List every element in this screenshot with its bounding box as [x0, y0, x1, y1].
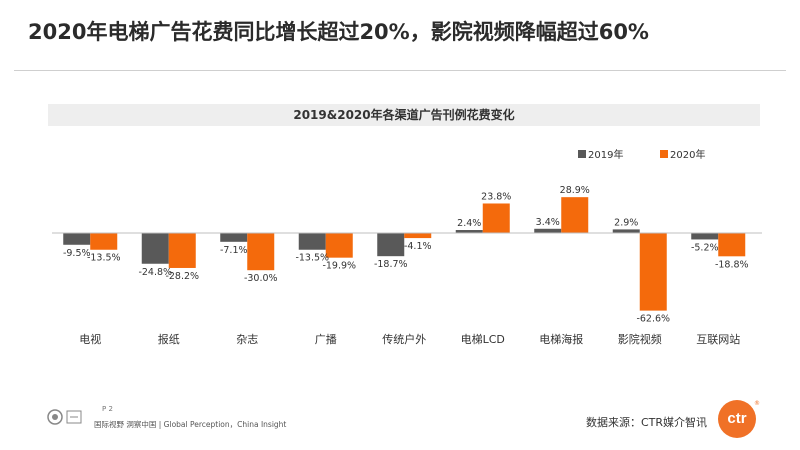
category-label-4: 传统户外 — [382, 332, 426, 346]
legend: 2019年 2020年 — [578, 148, 705, 161]
data-label-2020-5: 23.8% — [481, 191, 511, 202]
bar-2019-5 — [455, 230, 483, 233]
chart-title: 2019&2020年各渠道广告刊例花费变化 — [48, 104, 760, 126]
page-title: 2020年电梯广告花费同比增长超过20%，影院视频降幅超过60% — [28, 20, 649, 44]
ctr-logo: ctr — [718, 400, 756, 438]
data-label-2020-2: -30.0% — [244, 273, 278, 284]
bar-2020-7 — [639, 233, 667, 311]
bar-2020-8 — [718, 233, 746, 257]
data-label-2020-7: -62.6% — [636, 314, 670, 325]
bar-2020-5 — [482, 203, 510, 233]
data-label-2020-6: 28.9% — [560, 185, 590, 196]
category-label-1: 报纸 — [158, 332, 180, 346]
legend-label-2020: 2020年 — [670, 148, 705, 161]
category-label-0: 电视 — [79, 332, 101, 346]
category-label-2: 杂志 — [236, 333, 258, 346]
bar-2019-8 — [691, 233, 719, 240]
bar-2020-3 — [325, 233, 353, 258]
category-label-6: 电梯海报 — [539, 332, 583, 346]
bar-2019-1 — [141, 233, 169, 264]
data-label-2020-0: -13.5% — [87, 253, 121, 264]
data-source: 数据来源：CTR媒介智讯 — [586, 416, 708, 429]
data-label-2020-8: -18.8% — [715, 259, 749, 270]
bar-2020-0 — [90, 233, 118, 250]
title-divider — [14, 70, 786, 71]
registered-mark: ® — [754, 400, 760, 407]
bar-2020-6 — [561, 197, 589, 233]
legend-label-2019: 2019年 — [588, 148, 623, 161]
data-label-2020-1: -28.2% — [165, 271, 199, 282]
category-label-8: 互联网站 — [696, 332, 740, 346]
bar-2019-0 — [63, 233, 91, 245]
data-label-2019-6: 3.4% — [536, 217, 560, 228]
bar-2019-4 — [377, 233, 405, 257]
category-label-3: 广播 — [315, 332, 337, 346]
data-label-2019-1: -24.8% — [138, 267, 172, 278]
bar-2020-4 — [404, 233, 432, 239]
bar-2020-1 — [168, 233, 196, 268]
footer-slogan: 国际视野 洞察中国 | Global Perception，China Insi… — [94, 420, 287, 429]
bar-2019-6 — [534, 228, 562, 233]
legend-swatch-2019 — [578, 150, 586, 158]
bar-2019-7 — [612, 229, 640, 233]
certification-logo — [46, 408, 88, 426]
bar-2019-3 — [298, 233, 326, 250]
category-label-5: 电梯LCD — [461, 333, 505, 346]
data-label-2019-2: -7.1% — [220, 245, 248, 256]
data-label-2020-3: -19.9% — [322, 261, 356, 272]
data-label-2019-0: -9.5% — [63, 248, 91, 259]
data-label-2019-5: 2.4% — [457, 218, 481, 229]
page-number: P 2 — [102, 405, 113, 413]
data-label-2019-4: -18.7% — [374, 259, 408, 270]
data-label-2019-8: -5.2% — [691, 242, 719, 253]
bar-2019-2 — [220, 233, 248, 242]
data-label-2020-4: -4.1% — [404, 241, 432, 252]
category-label-7: 影院视频 — [618, 332, 662, 346]
data-label-2019-3: -13.5% — [295, 253, 329, 264]
legend-swatch-2020 — [660, 150, 668, 158]
data-label-2019-7: 2.9% — [614, 217, 638, 228]
bar-2020-2 — [247, 233, 275, 271]
